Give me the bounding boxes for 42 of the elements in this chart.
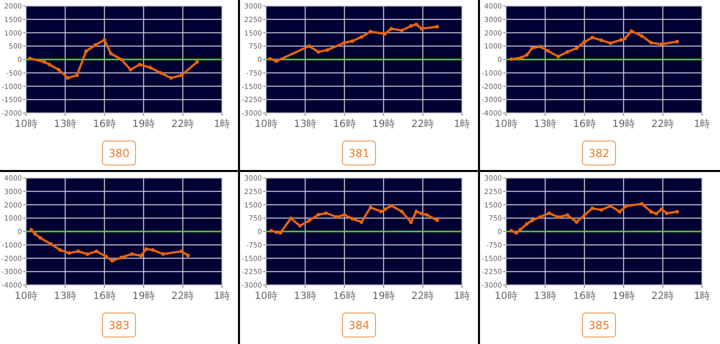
x-tick-label: 10時 xyxy=(14,118,38,130)
x-tick-label: 1時 xyxy=(694,118,710,130)
title: 382 xyxy=(582,140,616,166)
x-tick-label: 19時 xyxy=(372,290,395,302)
x-tick-label: 16時 xyxy=(333,290,356,302)
x-tick-label: 13時 xyxy=(294,290,317,302)
x-tick-label: 10時 xyxy=(254,290,278,302)
title: 385 xyxy=(582,312,616,338)
x-tick-label: 13時 xyxy=(534,118,557,130)
x-tick-label: 19時 xyxy=(612,118,635,130)
x-tick-label: 1時 xyxy=(214,290,230,302)
x-tick-label: 10時 xyxy=(494,290,518,302)
x-tick-label: 10時 xyxy=(14,290,38,302)
x-tick-label: 10時 xyxy=(494,118,518,130)
x-tick-label: 19時 xyxy=(132,290,155,302)
x-tick-label: 1時 xyxy=(214,118,230,130)
x-tick-label: 13時 xyxy=(534,290,557,302)
x-tick-label: 16時 xyxy=(93,118,116,130)
x-tick-label: 19時 xyxy=(132,118,155,130)
x-tick-label: 13時 xyxy=(294,118,317,130)
title: 384 xyxy=(342,312,376,338)
x-tick-label: 22時 xyxy=(411,118,434,130)
x-tick-label: 16時 xyxy=(93,290,116,302)
x-tick-label: 16時 xyxy=(573,290,596,302)
x-tick-label: 10時 xyxy=(254,118,278,130)
x-tick-label: 22時 xyxy=(171,118,194,130)
x-tick-label: 22時 xyxy=(651,290,674,302)
title: 383 xyxy=(102,312,136,338)
x-tick-label: 22時 xyxy=(411,290,434,302)
x-tick-label: 1時 xyxy=(694,290,710,302)
x-tick-label: 13時 xyxy=(54,118,77,130)
x-tick-label: 16時 xyxy=(573,118,596,130)
title: 380 xyxy=(102,140,136,166)
x-tick-label: 16時 xyxy=(333,118,356,130)
x-tick-label: 19時 xyxy=(372,118,395,130)
x-tick-label: 22時 xyxy=(651,118,674,130)
x-tick-label: 19時 xyxy=(612,290,635,302)
x-tick-label: 1時 xyxy=(454,118,470,130)
x-tick-label: 13時 xyxy=(54,290,77,302)
x-tick-label: 22時 xyxy=(171,290,194,302)
title: 381 xyxy=(342,140,376,166)
x-tick-label: 1時 xyxy=(454,290,470,302)
